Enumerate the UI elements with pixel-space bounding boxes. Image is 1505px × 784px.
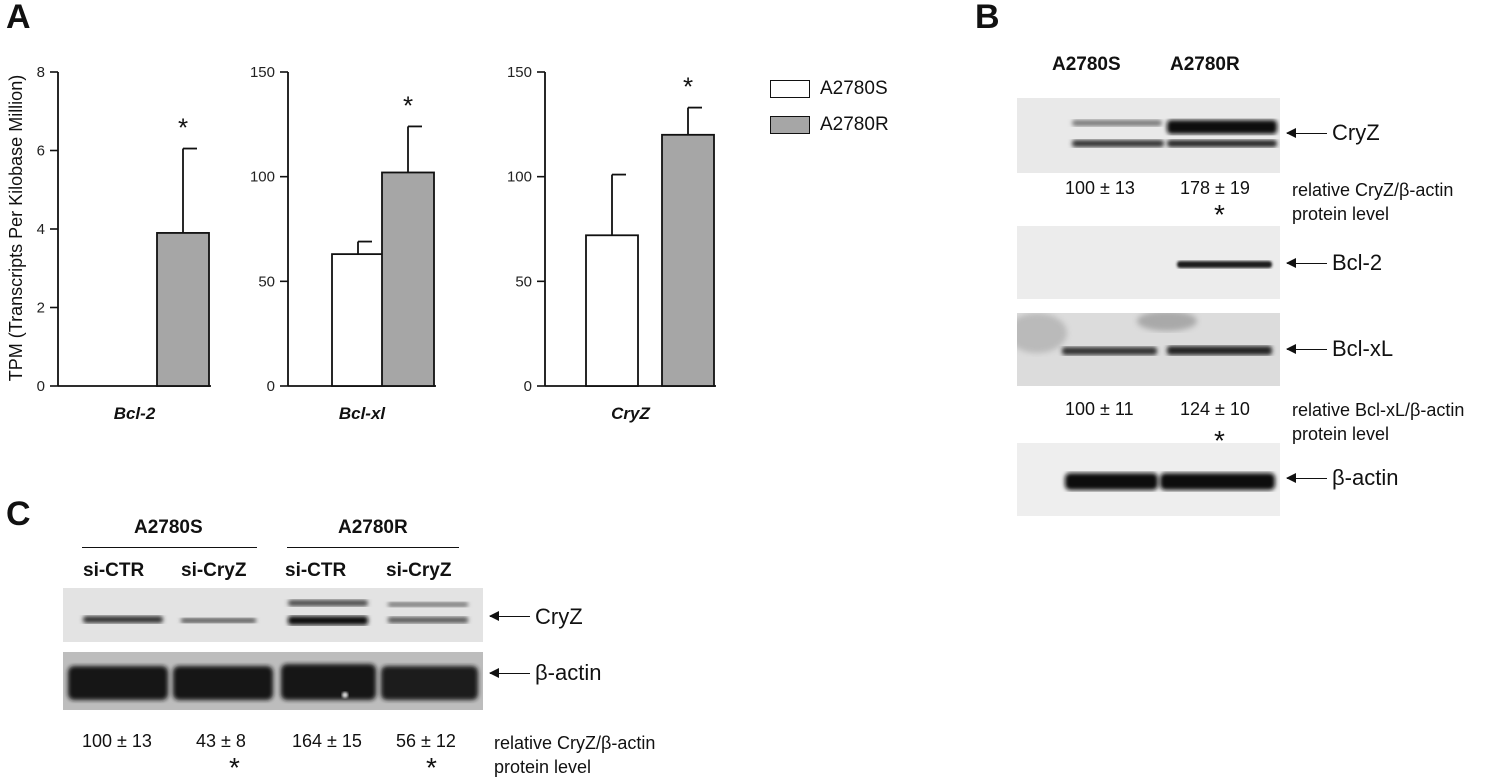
bar-a2780r: [661, 133, 715, 387]
c-lane-4: si-CryZ: [386, 560, 452, 581]
c-group-a2780s: A2780S: [134, 517, 203, 538]
b-caption-cryz-1: relative CryZ/β-actin: [1292, 180, 1454, 200]
b-caption-bclxl-1: relative Bcl-xL/β-actin: [1292, 400, 1465, 420]
bar-a2780s: [585, 234, 639, 387]
c-arrow-cryz: [489, 611, 530, 621]
y-tick-label: 150: [250, 64, 275, 81]
c-lane-1: si-CTR: [83, 560, 145, 581]
c-arrow-bactin: [489, 668, 530, 678]
bar-a2780r: [156, 232, 210, 387]
legend-swatch-a2780r: [770, 116, 810, 134]
b-arrow-bactin: [1286, 473, 1327, 483]
panel-a-charts: TPM (Transcripts Per Kilobase Million) 0…: [6, 64, 716, 423]
y-tick-label: 0: [37, 378, 45, 395]
y-tick-label: 150: [507, 64, 532, 81]
y-tick-label: 100: [507, 169, 532, 186]
y-tick-label: 2: [37, 300, 45, 317]
b-blot-cryz: [1017, 98, 1280, 173]
y-tick-label: 100: [250, 169, 275, 186]
c-quant-1: 100 ± 13: [82, 731, 152, 751]
legend-swatch-a2780s: [770, 80, 810, 98]
b-arrow-bclxl: [1286, 344, 1327, 354]
y-tick-label: 4: [37, 221, 45, 238]
y-axis-label: TPM (Transcripts Per Kilobase Million): [6, 75, 26, 381]
c-quant-2: 43 ± 8: [196, 731, 246, 751]
significance-star: *: [178, 113, 188, 143]
y-tick-label: 8: [37, 64, 45, 81]
bar-a2780r: [381, 171, 435, 387]
c-lane-2: si-CryZ: [181, 560, 247, 581]
legend-label-a2780s: A2780S: [820, 78, 888, 99]
x-axis-label: Bcl-2: [114, 404, 156, 423]
b-header-a2780s: A2780S: [1052, 54, 1121, 75]
b-arrow-bcl2: [1286, 258, 1327, 268]
bar-a2780s: [331, 253, 385, 387]
significance-star: *: [403, 90, 413, 120]
c-label-cryz: CryZ: [535, 604, 583, 629]
b-blot-bactin: [1017, 443, 1280, 516]
b-quant-bclxl-r: 124 ± 10: [1180, 399, 1250, 419]
y-tick-label: 0: [267, 378, 275, 395]
y-tick-label: 6: [37, 143, 45, 160]
b-quant-cryz-r: 178 ± 19: [1180, 178, 1250, 198]
b-quant-cryz-s: 100 ± 13: [1065, 178, 1135, 198]
panel-letter-a: A: [6, 0, 31, 36]
significance-star: *: [683, 72, 693, 102]
b-header-a2780r: A2780R: [1170, 54, 1240, 75]
b-star-cryz: *: [1214, 199, 1225, 230]
x-axis-label: Bcl-xl: [339, 404, 387, 423]
c-group-line-s: [82, 547, 257, 548]
c-label-bactin: β-actin: [535, 660, 602, 685]
c-quant-4: 56 ± 12: [396, 731, 456, 751]
chart-bcl2: 0 2 4 6 8 * Bcl-2: [37, 64, 211, 423]
b-arrow-cryz: [1286, 128, 1327, 138]
chart-cryz: 0 50 100 150 * CryZ: [507, 64, 716, 423]
b-label-bactin: β-actin: [1332, 465, 1399, 490]
panel-letter-c: C: [6, 495, 31, 533]
c-group-line-r: [287, 547, 459, 548]
b-label-bclxl: Bcl-xL: [1332, 336, 1394, 361]
b-quant-bclxl-s: 100 ± 11: [1065, 399, 1134, 419]
c-star-1: *: [229, 752, 240, 783]
b-label-cryz: CryZ: [1332, 120, 1380, 145]
c-lane-3: si-CTR: [285, 560, 347, 581]
b-caption-bclxl-2: protein level: [1292, 424, 1390, 444]
c-blot-bactin: [63, 652, 483, 710]
b-star-bclxl: *: [1214, 425, 1225, 456]
y-tick-label: 50: [515, 273, 532, 290]
c-blot-cryz: [63, 588, 483, 642]
b-caption-cryz-2: protein level: [1292, 204, 1390, 224]
x-axis-label: CryZ: [611, 404, 650, 423]
y-tick-label: 50: [258, 273, 275, 290]
c-star-2: *: [426, 752, 437, 783]
b-label-bcl2: Bcl-2: [1332, 250, 1383, 275]
c-group-a2780r: A2780R: [338, 517, 408, 538]
chart-bclxl: 0 50 100 150 * Bcl-xl: [250, 64, 436, 423]
y-tick-label: 0: [524, 378, 532, 395]
b-blot-bcl2: [1017, 226, 1280, 299]
c-quant-3: 164 ± 15: [292, 731, 362, 751]
c-caption-2: protein level: [494, 757, 592, 777]
legend-label-a2780r: A2780R: [820, 114, 889, 135]
panel-letter-b: B: [975, 0, 1000, 36]
c-caption-1: relative CryZ/β-actin: [494, 733, 656, 753]
b-blot-bclxl: [1017, 313, 1280, 386]
